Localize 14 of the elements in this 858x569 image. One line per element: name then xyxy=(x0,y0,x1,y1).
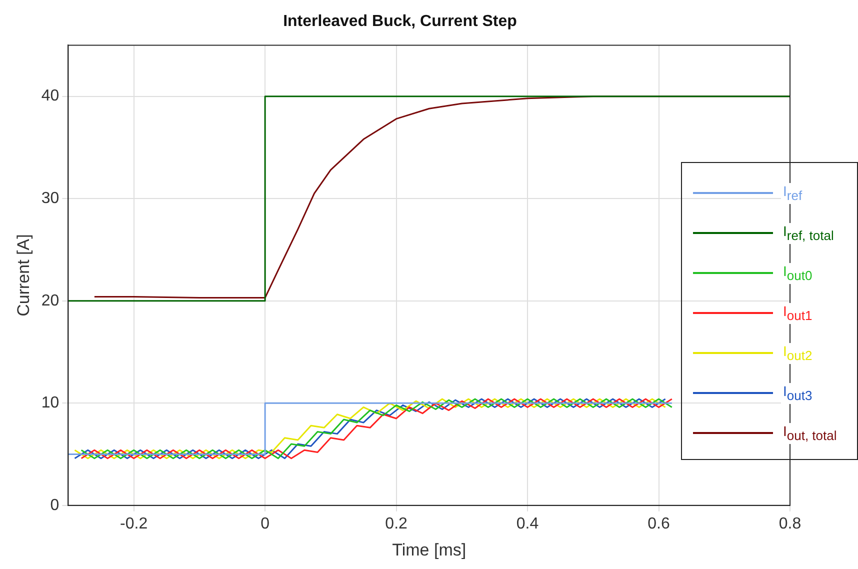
chart-title: Interleaved Buck, Current Step xyxy=(283,13,518,30)
x-axis-title: Time [ms] xyxy=(392,540,466,560)
y-tick-label: 10 xyxy=(41,394,60,412)
y-tick-label: 20 xyxy=(41,292,60,310)
x-tick-label: 0.8 xyxy=(778,515,802,532)
y-tick-label: 0 xyxy=(50,496,60,514)
y-tick-label: 40 xyxy=(41,88,60,105)
x-tick-label: 0.2 xyxy=(385,515,408,532)
x-tick-label: 0.4 xyxy=(516,515,539,532)
y-axis-title: Current [A] xyxy=(14,234,33,316)
x-tick-label: -0.2 xyxy=(120,515,148,532)
x-tick-label: 0 xyxy=(260,515,270,532)
y-tick-label: 30 xyxy=(41,190,60,208)
x-tick-label: 0.6 xyxy=(648,515,670,532)
